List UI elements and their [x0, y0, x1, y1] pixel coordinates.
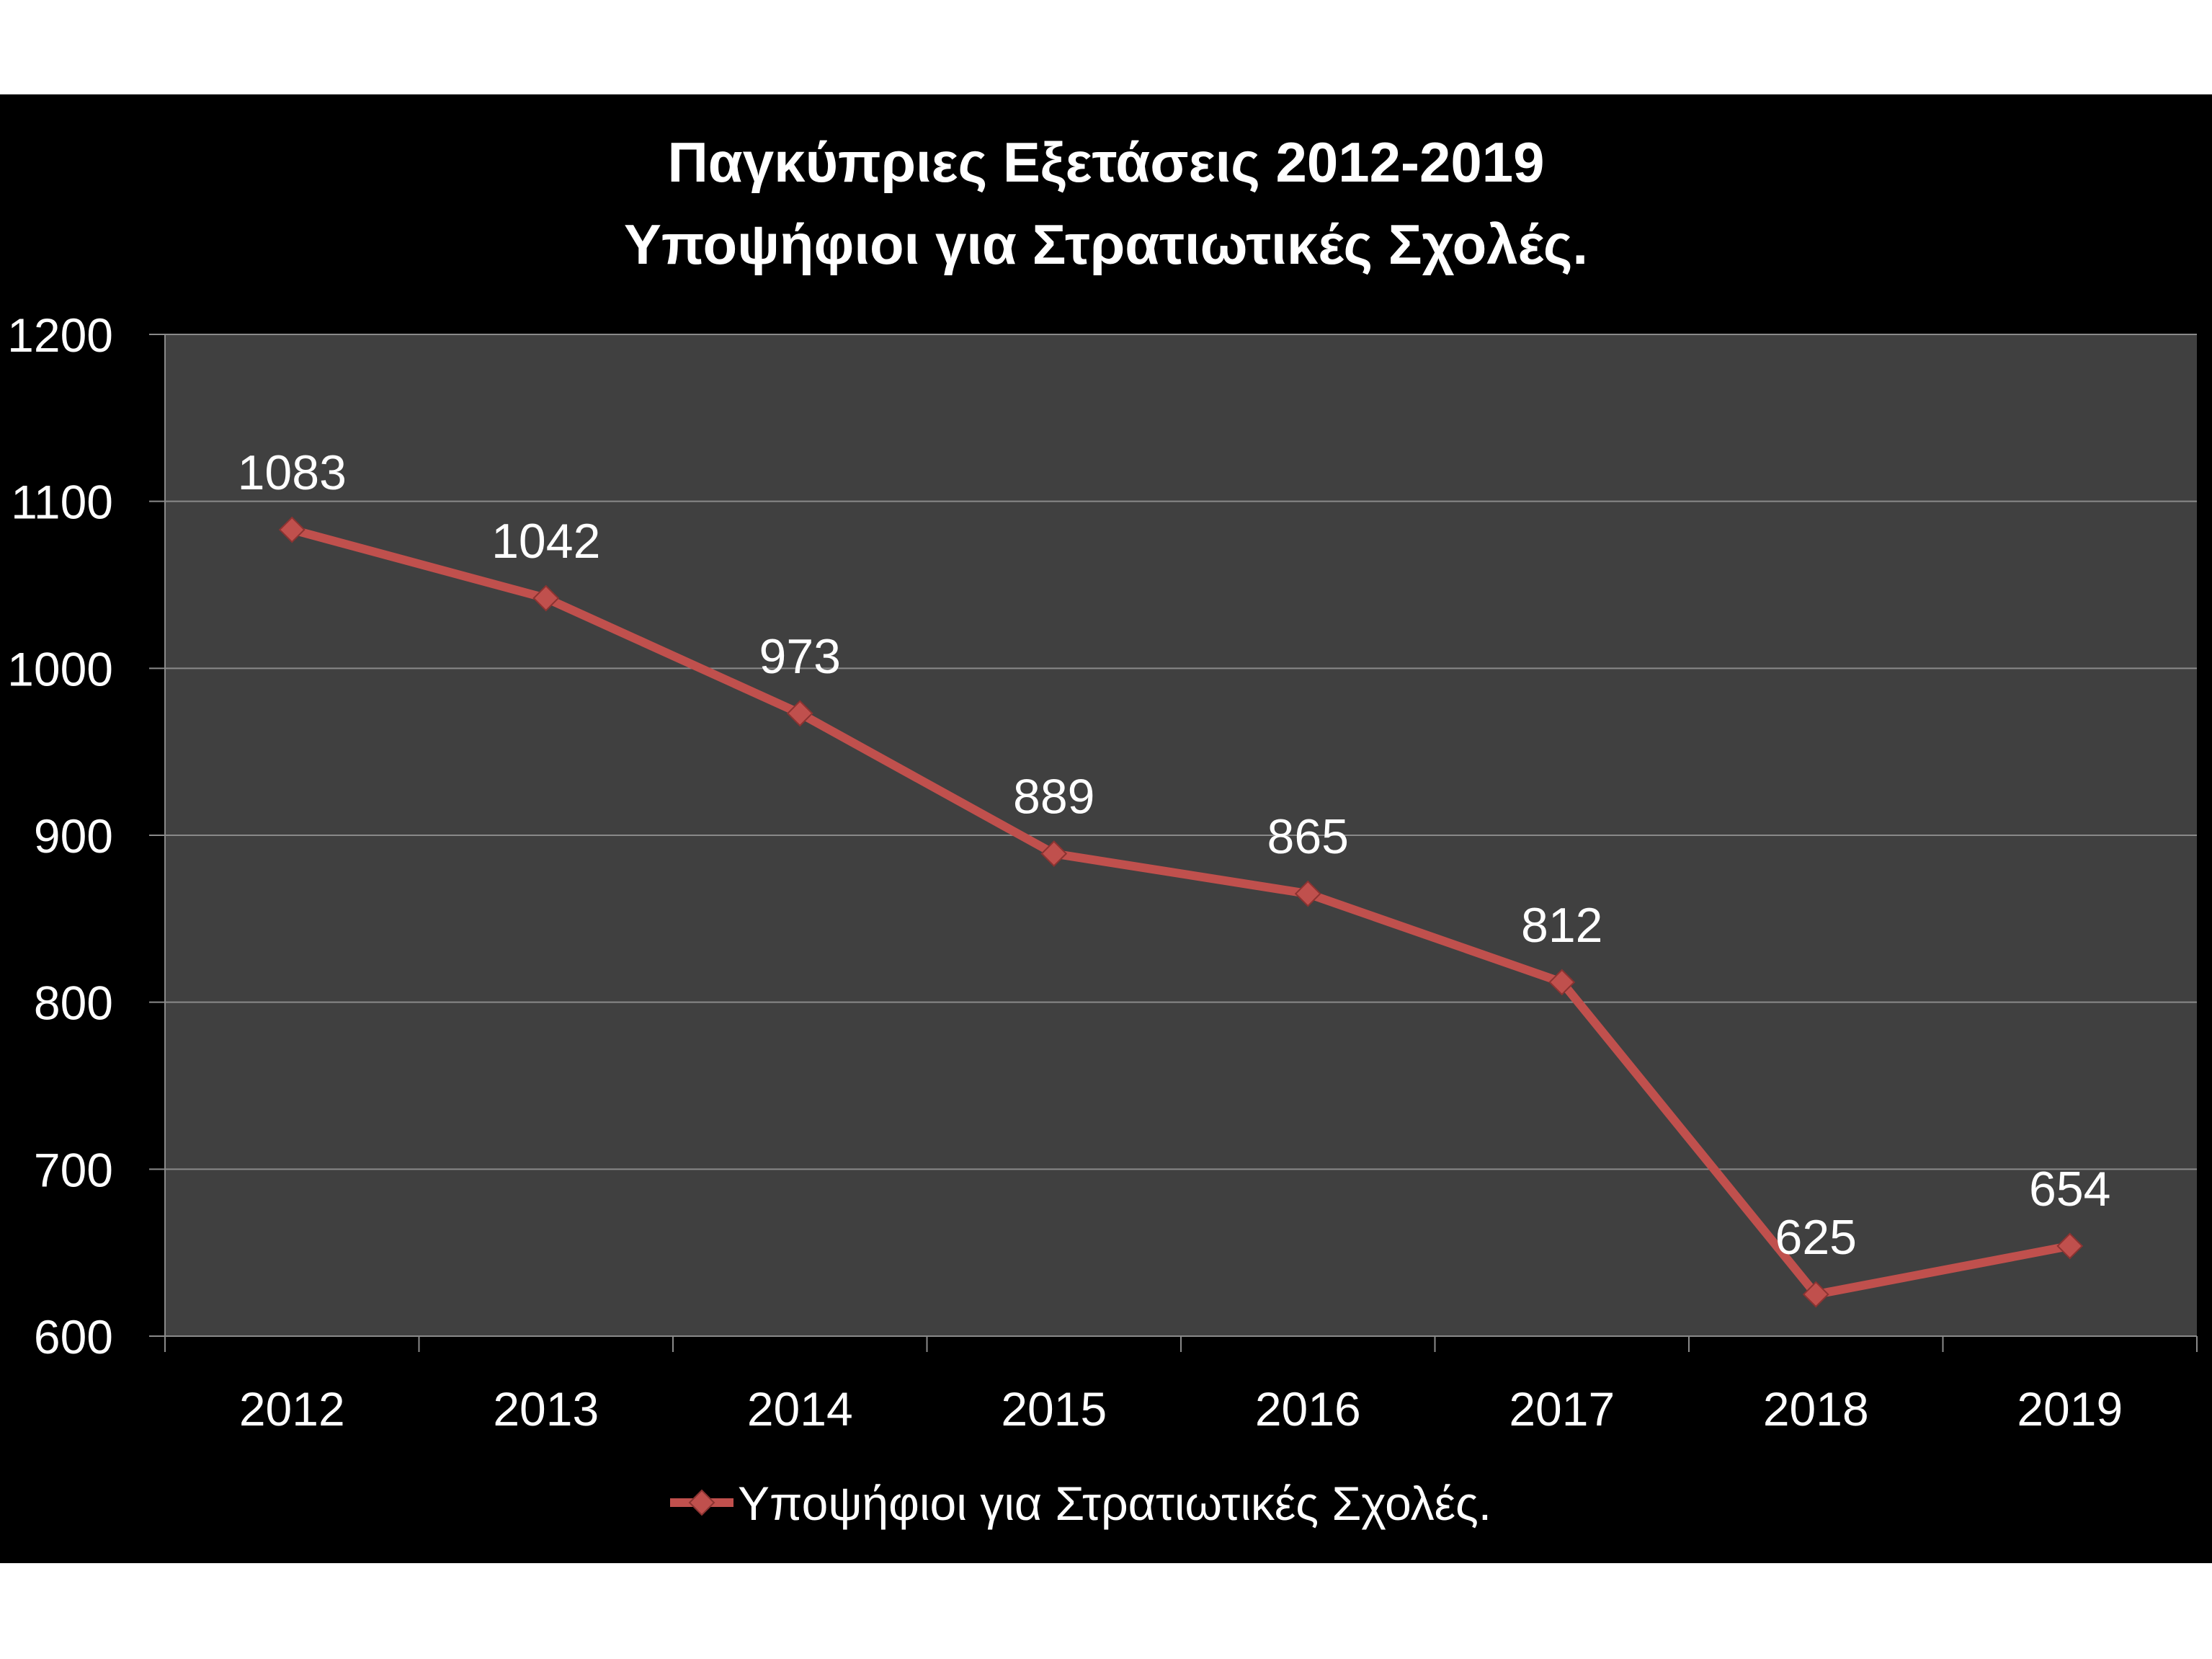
data-point	[278, 516, 306, 543]
axes	[149, 334, 2198, 1352]
y-tick-label: 1100	[11, 476, 113, 529]
y-tick-label: 800	[34, 977, 113, 1030]
data-label: 654	[2029, 1162, 2110, 1217]
legend-label: Υποψήφιοι για Στρατιωτικές Σχολές.	[738, 1477, 1491, 1530]
x-tick-label: 2013	[493, 1382, 599, 1436]
x-tick-label: 2019	[2017, 1382, 2123, 1436]
legend-diamond-marker	[688, 1489, 715, 1516]
data-label: 625	[1775, 1210, 1857, 1265]
x-axis-labels: 2012 2013 2014 2015 2016 2017 2018 2019	[239, 1382, 2123, 1436]
legend: Υποψήφιοι για Στρατιωτικές Σχολές.	[670, 1477, 1491, 1530]
y-tick-label: 900	[34, 809, 113, 863]
data-label: 1042	[491, 514, 600, 569]
chart-title: Παγκύπριες Εξετάσεις 2012-2019	[667, 130, 1544, 194]
series-group	[278, 516, 2084, 1308]
x-tick-label: 2017	[1509, 1382, 1615, 1436]
y-tick-label: 700	[34, 1143, 113, 1196]
data-point	[532, 584, 560, 612]
gridlines	[165, 334, 2197, 1170]
data-labels: 1083 1042 973 889 865 812 625 654	[238, 445, 2111, 1265]
y-tick-label: 600	[34, 1310, 113, 1364]
data-point	[1548, 969, 1576, 996]
y-tick-label: 1000	[7, 642, 113, 695]
data-point	[786, 700, 813, 727]
data-point	[1802, 1281, 1829, 1308]
data-point	[1294, 880, 1321, 907]
data-label: 973	[759, 629, 841, 684]
data-point	[1040, 840, 1068, 867]
chart-subtitle: Υποψήφιοι για Στρατιωτικές Σχολές.	[624, 213, 1588, 276]
data-label: 865	[1267, 809, 1349, 864]
y-axis-labels: 600 700 800 900 1000 1100 1200	[7, 308, 113, 1364]
data-label: 1083	[238, 445, 347, 500]
x-tick-label: 2016	[1255, 1382, 1361, 1436]
x-tick-label: 2012	[239, 1382, 345, 1436]
x-tick-label: 2015	[1001, 1382, 1107, 1436]
data-label: 889	[1013, 769, 1094, 824]
y-tick-label: 1200	[7, 308, 113, 362]
series-line	[287, 525, 2074, 1299]
x-tick-label: 2018	[1763, 1382, 1869, 1436]
data-point	[2056, 1232, 2084, 1260]
data-label: 812	[1521, 898, 1602, 953]
x-tick-label: 2014	[747, 1382, 853, 1436]
